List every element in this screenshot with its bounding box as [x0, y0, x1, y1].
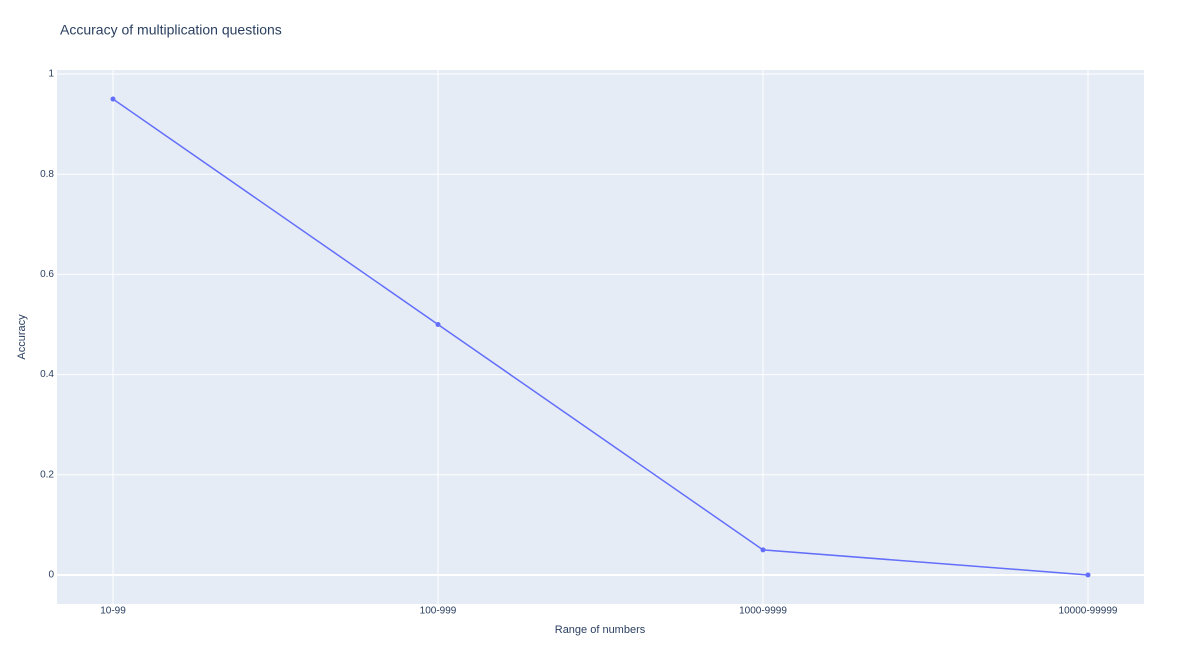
point: [760, 547, 766, 553]
y-tick-label: 0.8: [40, 169, 54, 180]
y-tick-label: 0.2: [40, 469, 54, 480]
point: [1085, 572, 1091, 578]
y-tick-label: 0.4: [40, 369, 54, 380]
x-tick-label: 1000-9999: [739, 606, 787, 617]
x-tick-label: 100-999: [420, 606, 457, 617]
plot-area: [57, 70, 1144, 604]
point: [435, 321, 441, 327]
x-tick-label: 10000-99999: [1059, 606, 1118, 617]
chart-title: Accuracy of multiplication questions: [60, 22, 282, 38]
x-axis-title: Range of numbers: [555, 624, 646, 636]
y-tick-label: 0: [48, 570, 54, 581]
y-tick-label: 0.6: [40, 269, 54, 280]
x-tick-label: 10-99: [100, 606, 126, 617]
line: [112, 98, 1089, 576]
y-axis-title: Accuracy: [16, 314, 28, 360]
point: [110, 96, 116, 102]
y-tick-label: 1: [48, 69, 54, 80]
